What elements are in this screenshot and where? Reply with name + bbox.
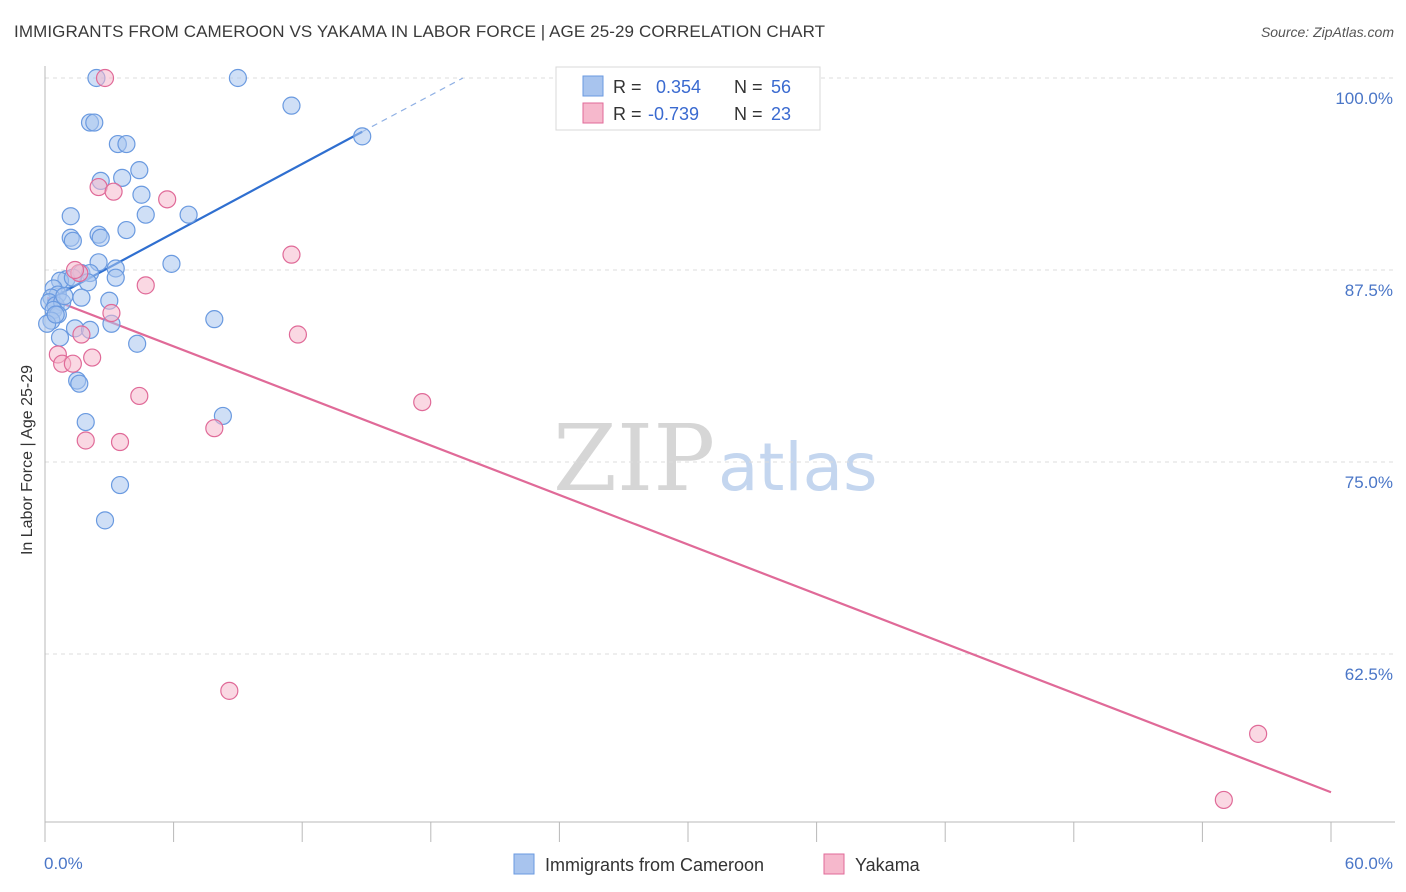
yakama-point [76,431,95,450]
cameroon-point [113,168,132,187]
cameroon-point [179,205,198,224]
yakama-point [1249,724,1268,743]
cameroon-point [91,228,110,247]
cameroon-point [213,406,232,426]
yakama-point [72,325,91,344]
yakama-point [158,190,177,209]
cameroon-point [110,475,130,495]
cameroon-point [282,96,301,115]
cameroon-point [162,254,181,273]
cameroon-point [50,328,70,347]
stats-r-value-yakama: -0.739 [648,104,699,124]
y-tick-label: 87.5% [1345,281,1393,300]
source-credit: Source: ZipAtlas.com [1260,24,1394,40]
y-tick-label: 100.0% [1335,89,1393,108]
yakama-point [413,392,432,412]
watermark-atlas: atlas [718,429,878,506]
x-tick-labels: 0.0% 60.0% [44,854,1393,873]
stats-n-label-yakama: N = [734,104,763,124]
cameroon-trend-line-extension [361,77,464,133]
yakama-point [95,68,115,88]
watermark: ZIP atlas [553,405,878,512]
cameroon-point [228,68,247,88]
cameroon-point [76,412,95,432]
cameroon-point [63,231,82,250]
chart-title: IMMIGRANTS FROM CAMEROON VS YAKAMA IN LA… [14,22,826,41]
stats-swatch-yakama [582,102,604,124]
legend-swatch-cameroon [513,853,535,875]
yakama-point [102,303,121,323]
cameroon-point [136,205,155,224]
y-tick-label: 62.5% [1345,665,1393,684]
x-tick-label-min: 0.0% [44,854,83,873]
stats-legend: R = 0.354 N = 56 R = -0.739 N = 23 [555,66,821,131]
stats-r-value-cameroon: 0.354 [656,77,701,97]
yakama-point [288,325,308,344]
yakama-point [205,419,224,438]
stats-r-label-yakama: R = [613,104,642,124]
stats-n-value-yakama: 23 [771,104,791,124]
cameroon-point [106,268,125,287]
legend-swatch-yakama [823,853,845,875]
cameroon-point [95,511,115,530]
cameroon-point [55,287,74,306]
yakama-point [104,182,123,201]
yakama-point [83,348,102,367]
axes [44,66,1395,842]
cameroon-point [132,185,151,204]
yakama-point [282,245,301,264]
cameroon-point [128,334,147,353]
yakama-point [220,681,239,700]
legend-label-cameroon: Immigrants from Cameroon [545,855,764,875]
yakama-point [65,260,85,280]
yakama-point [130,386,149,406]
cameroon-point [117,220,136,240]
data-points [38,68,1268,810]
stats-r-label-cameroon: R = [613,77,642,97]
cameroon-point [117,134,136,154]
cameroon-trend-line [46,130,363,302]
yakama-point [136,276,155,295]
watermark-zip: ZIP [553,405,715,512]
stats-n-label-cameroon: N = [734,77,763,97]
yakama-point [110,432,130,452]
cameroon-point [72,288,91,307]
grid-lines [45,77,1395,655]
yakama-point [89,177,108,197]
stats-swatch-cameroon [582,75,604,97]
yakama-point [1214,790,1233,810]
y-tick-label: 75.0% [1345,473,1393,492]
cameroon-point [61,207,80,226]
cameroon-point [46,305,65,324]
cameroon-point [205,310,224,329]
cameroon-point [70,374,89,393]
stats-n-value-cameroon: 56 [771,77,791,97]
cameroon-point [85,113,104,132]
yakama-point [63,354,82,373]
series-legend: Immigrants from Cameroon Yakama [513,853,921,875]
cameroon-point [130,161,149,180]
trend-lines [46,77,1332,794]
cameroon-point [353,127,372,146]
y-tick-labels: 100.0% 87.5% 75.0% 62.5% [1335,89,1393,684]
legend-label-yakama: Yakama [855,855,921,875]
yakama-trend-line [46,296,1332,794]
x-tick-label-max: 60.0% [1345,854,1393,873]
